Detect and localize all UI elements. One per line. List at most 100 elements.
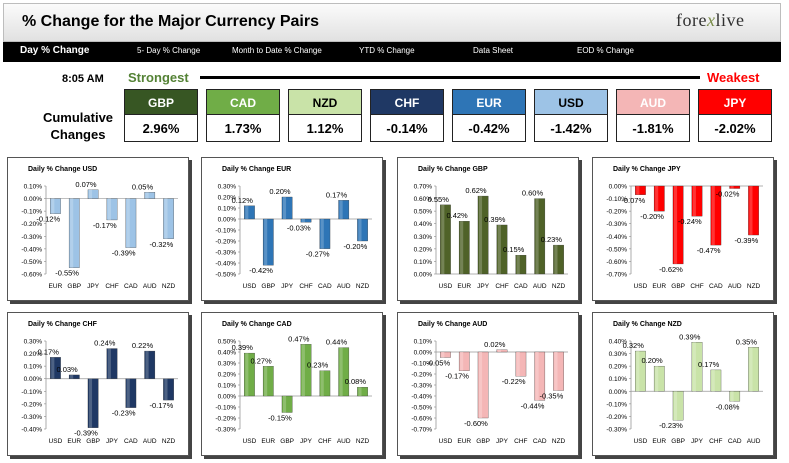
bar xyxy=(163,198,174,239)
bar-highlight xyxy=(164,198,168,239)
bar-highlight xyxy=(282,197,287,219)
category-label: EUR xyxy=(261,438,275,445)
tab-5day-change[interactable]: 5- Day % Change xyxy=(137,46,201,55)
y-tick-label: 0.10% xyxy=(218,206,237,213)
category-label: AUD xyxy=(143,283,157,290)
bar-highlight xyxy=(730,391,734,402)
bar xyxy=(50,357,61,379)
data-label: -0.12% xyxy=(36,215,60,224)
category-label: JPY xyxy=(106,438,119,445)
bar-highlight xyxy=(51,198,55,214)
y-tick-label: 0.30% xyxy=(218,361,237,368)
bar-highlight xyxy=(749,347,753,392)
bar-highlight xyxy=(164,378,168,401)
bar xyxy=(68,374,80,379)
data-label: -0.24% xyxy=(678,217,702,226)
data-label: 0.62% xyxy=(465,186,487,195)
bar xyxy=(653,365,665,392)
bar xyxy=(729,391,741,402)
bar-highlight xyxy=(339,347,343,396)
data-label: -0.17% xyxy=(150,401,174,410)
category-label: GBP xyxy=(476,438,490,445)
y-tick-label: -0.70% xyxy=(411,427,432,434)
y-tick-label: -0.50% xyxy=(21,259,42,266)
bar xyxy=(440,351,451,358)
currency-card-usd: USD -1.42% xyxy=(534,89,608,142)
chart-title: Daily % Change USD xyxy=(28,166,98,173)
category-label: EUR xyxy=(457,438,471,445)
bar-highlight xyxy=(88,378,93,428)
bar xyxy=(338,200,350,220)
bar-chart: 0.10% 0.00% -0.10% -0.20% -0.30% -0.40% -0.50%… xyxy=(411,339,568,445)
y-tick-label: -0.20% xyxy=(215,239,236,246)
data-label: -0.44% xyxy=(521,401,545,410)
data-label: -0.02% xyxy=(716,190,740,199)
y-tick-label: -0.10% xyxy=(411,361,432,368)
data-label: 0.17% xyxy=(38,347,60,356)
currency-card-gbp: GBP 2.96% xyxy=(124,89,198,142)
y-tick-label: 0.10% xyxy=(414,339,433,346)
timestamp: 8:05 AM xyxy=(62,73,104,85)
data-label: -0.20% xyxy=(344,242,368,251)
bar xyxy=(691,185,703,217)
chart-title: Daily % Change CAD xyxy=(222,321,292,328)
chart-title: Daily % Change GBP xyxy=(418,166,488,173)
currency-value: 2.96% xyxy=(124,115,198,142)
bar-highlight xyxy=(145,192,149,199)
y-tick-label: 0.30% xyxy=(218,184,237,191)
category-label: USD xyxy=(439,283,453,290)
data-label: 0.55% xyxy=(428,195,450,204)
bar xyxy=(281,395,293,413)
bar-highlight xyxy=(145,351,149,379)
category-label: CHF xyxy=(514,438,527,445)
bar-highlight xyxy=(70,374,74,379)
currency-name: CHF xyxy=(370,89,444,115)
bar-highlight xyxy=(673,186,678,264)
bar xyxy=(534,198,546,275)
category-label: CAD xyxy=(124,438,138,445)
tab-ytd-change[interactable]: YTD % Change xyxy=(359,46,415,55)
bar xyxy=(106,198,118,221)
bar xyxy=(338,347,350,397)
tab-eod-change[interactable]: EOD % Change xyxy=(577,46,634,55)
bar xyxy=(357,218,368,242)
y-tick-label: 0.10% xyxy=(414,259,433,266)
data-label: 0.60% xyxy=(522,189,544,198)
forexlive-logo[interactable]: forexlive xyxy=(676,10,745,30)
currency-value: -1.42% xyxy=(534,115,608,142)
data-label: 0.20% xyxy=(641,356,663,365)
y-tick-label: -0.40% xyxy=(21,427,42,434)
category-label: USD xyxy=(243,283,257,290)
category-label: GBP xyxy=(671,438,685,445)
tab-day-change[interactable]: Day % Change xyxy=(20,45,90,56)
tab-data-sheet[interactable]: Data Sheet xyxy=(473,46,514,55)
bar xyxy=(553,351,564,391)
data-label: -0.62% xyxy=(659,265,683,274)
bar xyxy=(458,351,470,371)
data-label: 0.17% xyxy=(698,360,720,369)
y-tick-label: -0.30% xyxy=(215,250,236,257)
tab-month-to-date[interactable]: Month to Date % Change xyxy=(232,46,322,55)
data-label: -0.39% xyxy=(735,236,759,245)
data-label: -0.15% xyxy=(268,414,292,423)
y-tick-label: -0.30% xyxy=(215,427,236,434)
y-tick-label: -0.60% xyxy=(21,272,42,279)
bar-highlight xyxy=(673,391,678,421)
y-tick-label: 0.00% xyxy=(218,394,237,401)
y-tick-label: -0.10% xyxy=(606,196,627,203)
chart-title: Daily % Change NZD xyxy=(613,321,682,328)
bar xyxy=(440,204,451,275)
currency-name: AUD xyxy=(616,89,690,115)
bar xyxy=(496,224,508,275)
bar xyxy=(244,352,255,397)
bar-chart: 0.30% 0.20% 0.10% 0.00% -0.10% -0.20% -0.30% -0… xyxy=(21,339,178,445)
currency-name: JPY xyxy=(698,89,772,115)
category-label: EUR xyxy=(652,283,666,290)
y-tick-label: 0.00% xyxy=(414,350,433,357)
chart-panel: Daily % Change NZD 0.40% 0.30% 0.20% 0.10% 0.… xyxy=(592,312,774,456)
category-label: NZD xyxy=(747,283,761,290)
currency-name: USD xyxy=(534,89,608,115)
y-tick-label: 0.00% xyxy=(24,196,43,203)
y-tick-label: 0.10% xyxy=(24,364,43,371)
chart-panel: Daily % Change GBP 0.70% 0.60% 0.50% 0.40% 0.… xyxy=(397,157,579,301)
